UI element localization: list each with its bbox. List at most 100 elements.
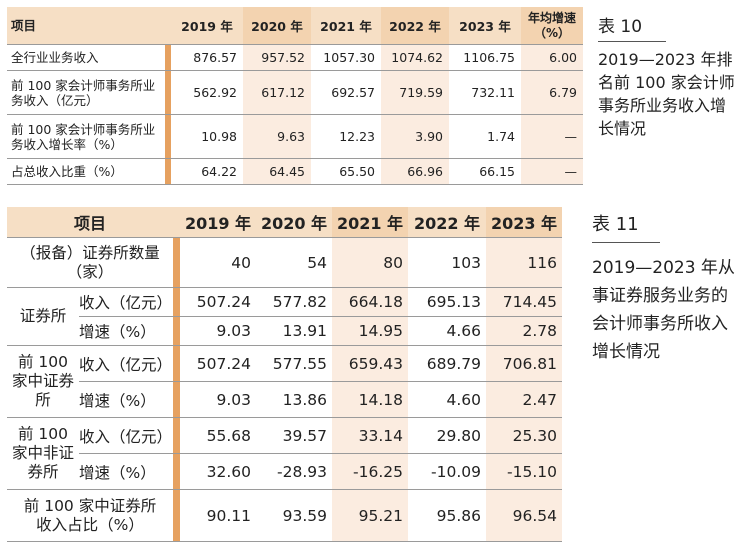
cell: 32.60 xyxy=(180,453,257,490)
cell: -28.93 xyxy=(256,453,333,490)
cell: 3.90 xyxy=(381,114,449,159)
cell: 64.45 xyxy=(243,158,311,185)
cell: 1074.62 xyxy=(381,44,449,71)
cell: 66.96 xyxy=(381,158,449,185)
table-10: 项目 2019 年 2020 年 2021 年 2022 年 2023 年 年均… xyxy=(7,7,583,185)
cell: 65.50 xyxy=(311,158,381,185)
table-row: 增速（%） 9.03 13.86 14.18 4.60 2.47 xyxy=(7,381,563,418)
accent-bar xyxy=(173,237,181,288)
header-item: 项目 xyxy=(7,7,165,45)
accent-bar xyxy=(165,44,171,71)
accent-bar xyxy=(173,207,181,238)
group-label: 证券所 xyxy=(7,287,79,346)
cell: 4.66 xyxy=(408,316,487,346)
header-year: 2020 年 xyxy=(243,7,311,45)
accent-bar xyxy=(165,158,171,185)
cell: 90.11 xyxy=(180,489,257,542)
accent-bar xyxy=(173,316,181,346)
accent-bar xyxy=(173,381,181,418)
header-year: 2020 年 xyxy=(256,207,333,238)
cell: 692.57 xyxy=(311,70,381,115)
cell: 29.80 xyxy=(408,417,487,454)
cell: 13.86 xyxy=(256,381,333,418)
row-label: 前 100 家会计师事务所业务收入（亿元） xyxy=(7,70,165,115)
header-year: 2022 年 xyxy=(381,7,449,45)
header-year: 2022 年 xyxy=(408,207,487,238)
table-10-number: 表 10 xyxy=(598,17,643,37)
table-row: 增速（%） 32.60 -28.93 -16.25 -10.09 -15.10 xyxy=(7,453,563,490)
cell: 507.24 xyxy=(180,287,257,317)
header-year: 2023 年 xyxy=(486,207,563,238)
cell: 54 xyxy=(256,237,333,288)
row-label: 收入（亿元） xyxy=(79,287,174,317)
row-label: 收入（亿元） xyxy=(79,345,174,382)
cell: 4.60 xyxy=(408,381,487,418)
cell: 6.00 xyxy=(521,44,583,71)
cell: 695.13 xyxy=(408,287,487,317)
table-row: 增速（%） 9.03 13.91 14.95 4.66 2.78 xyxy=(7,316,563,346)
cell: 577.82 xyxy=(256,287,333,317)
header-year: 2019 年 xyxy=(171,7,243,45)
cell: 1.74 xyxy=(449,114,521,159)
cell: 33.14 xyxy=(332,417,409,454)
table-row: 证券所 收入（亿元） 507.24 577.82 664.18 695.13 7… xyxy=(7,287,563,346)
cell: -15.10 xyxy=(486,453,563,490)
cell: -10.09 xyxy=(408,453,487,490)
table-row: 前 100 家中证券所 收入（亿元） 507.24 577.55 659.43 … xyxy=(7,345,563,418)
cell: 96.54 xyxy=(486,489,563,542)
header-year: 2023 年 xyxy=(449,7,521,45)
cell: 55.68 xyxy=(180,417,257,454)
cell: -16.25 xyxy=(332,453,409,490)
table-header-row: 项目 2019 年 2020 年 2021 年 2022 年 2023 年 年均… xyxy=(7,7,583,45)
cell: 103 xyxy=(408,237,487,288)
cell: 732.11 xyxy=(449,70,521,115)
cell: 116 xyxy=(486,237,563,288)
cell: 659.43 xyxy=(332,345,409,382)
cell: 9.03 xyxy=(180,381,257,418)
table-row: （报备）证券所数量（家） 40 54 80 103 116 xyxy=(7,237,563,288)
cell: 14.95 xyxy=(332,316,409,346)
table-11: 项目 2019 年 2020 年 2021 年 2022 年 2023 年 （报… xyxy=(7,207,563,542)
row-label: 前 100 家中证券所收入占比（%） xyxy=(7,489,174,542)
accent-bar xyxy=(165,7,171,45)
accent-bar xyxy=(173,345,181,382)
cell: 95.86 xyxy=(408,489,487,542)
row-label: 增速（%） xyxy=(79,316,174,346)
row-label: （报备）证券所数量（家） xyxy=(7,237,174,288)
cell: 2.47 xyxy=(486,381,563,418)
cell: 617.12 xyxy=(243,70,311,115)
cell: 9.03 xyxy=(180,316,257,346)
cell: 714.45 xyxy=(486,287,563,317)
cell: 39.57 xyxy=(256,417,333,454)
cell: 66.15 xyxy=(449,158,521,185)
cell: 25.30 xyxy=(486,417,563,454)
cell: 664.18 xyxy=(332,287,409,317)
header-item: 项目 xyxy=(7,207,174,238)
cell: 562.92 xyxy=(171,70,243,115)
caption-rule xyxy=(592,242,660,243)
cell: 507.24 xyxy=(180,345,257,382)
header-year: 2021 年 xyxy=(332,207,409,238)
cell: 957.52 xyxy=(243,44,311,71)
cell: 876.57 xyxy=(171,44,243,71)
cell: 93.59 xyxy=(256,489,333,542)
row-label: 增速（%） xyxy=(79,381,174,418)
row-label: 增速（%） xyxy=(79,453,174,490)
cell: 10.98 xyxy=(171,114,243,159)
cell: 706.81 xyxy=(486,345,563,382)
header-year: 2019 年 xyxy=(180,207,257,238)
accent-bar xyxy=(173,453,181,490)
caption-rule xyxy=(598,41,666,42)
table-10-caption: 2019—2023 年排名前 100 家会计师事务所业务收入增长情况 xyxy=(598,50,735,138)
accent-bar xyxy=(173,287,181,317)
header-avg: 年均增速（%） xyxy=(521,7,583,45)
row-label: 占总收入比重（%） xyxy=(7,158,165,185)
header-year: 2021 年 xyxy=(311,7,381,45)
table-row: 全行业业务收入 876.57 957.52 1057.30 1074.62 11… xyxy=(7,44,583,71)
accent-bar xyxy=(165,70,171,115)
accent-bar xyxy=(173,417,181,454)
cell: — xyxy=(521,114,583,159)
table-11-number: 表 11 xyxy=(592,214,639,235)
cell: 14.18 xyxy=(332,381,409,418)
group-label: 前 100 家中证券所 xyxy=(7,345,79,418)
